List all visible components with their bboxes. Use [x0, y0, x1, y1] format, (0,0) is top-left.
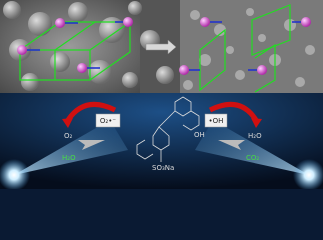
red-arrow-left [65, 101, 117, 122]
active-sites [17, 17, 311, 75]
reaction-panel [0, 93, 323, 189]
red-arrow-right [208, 101, 259, 122]
grey-arrow-left [78, 140, 105, 150]
red-arrowhead-right [251, 118, 262, 128]
hydroxy-group-label: OH [194, 131, 205, 139]
co2-label: CO₂ [246, 154, 259, 162]
red-arrowhead-left [62, 118, 73, 128]
graphical-abstract: O₂ O₂•⁻ •OH H₂O H₂O CO₂ SO₃Na OH [0, 0, 323, 189]
sulfonate-label: SO₃Na [152, 164, 174, 172]
water-label-bottom: H₂O [62, 154, 76, 162]
azo-dye-structure [136, 96, 200, 162]
lamp-right [293, 159, 323, 189]
hydroxyl-box [204, 113, 228, 128]
light-beam-left [14, 120, 128, 175]
grey-arrow-right [218, 140, 245, 150]
site-arrows [27, 21, 301, 71]
page: O₂ O₂•⁻ •OH H₂O H₂O CO₂ SO₃Na OH (() => … [0, 0, 323, 189]
o2-label: O₂ [64, 132, 73, 140]
superoxide-label: O₂•⁻ [100, 117, 116, 125]
superoxide-box [95, 113, 121, 128]
lamp-left [0, 159, 30, 189]
hydroxyl-label: •OH [209, 117, 224, 125]
light-beam-right [195, 120, 309, 175]
transform-arrow [145, 39, 177, 55]
water-label-top: H₂O [248, 132, 262, 140]
microspheres [3, 1, 174, 91]
lattice-right [199, 4, 291, 93]
